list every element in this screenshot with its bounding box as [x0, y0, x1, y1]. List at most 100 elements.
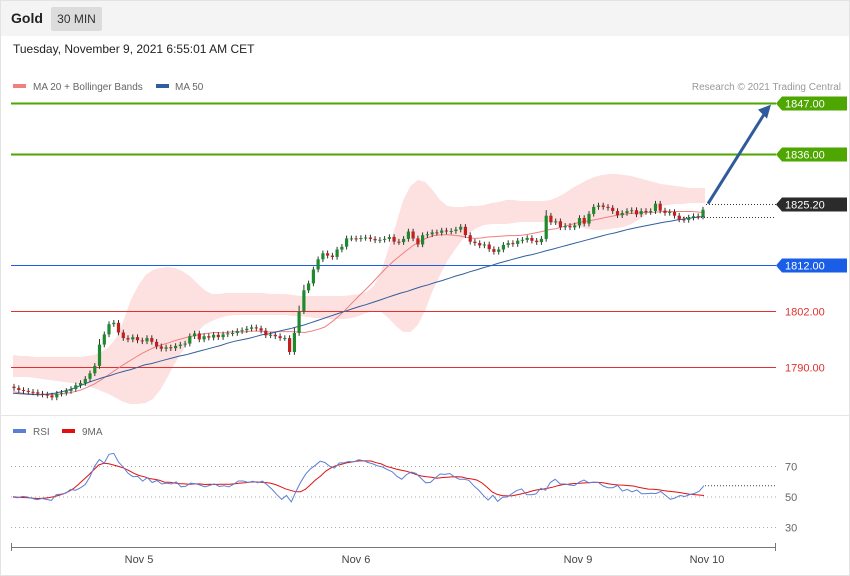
- candle-body: [112, 322, 116, 325]
- candle-body: [411, 231, 415, 239]
- level-label-1790.00: 1790.00: [785, 363, 825, 375]
- candle-body: [696, 216, 700, 218]
- candle-body: [511, 243, 515, 245]
- candle-body: [326, 253, 330, 256]
- candle-body: [449, 231, 453, 232]
- candle-body: [473, 241, 477, 244]
- candle-body: [121, 332, 125, 339]
- candle-body: [606, 206, 610, 208]
- candle-body: [259, 328, 263, 331]
- candle-body: [250, 327, 254, 329]
- last-price-tag: [776, 197, 847, 212]
- level-tag-1812.00: [776, 258, 847, 273]
- candle-body: [145, 338, 149, 342]
- legend-rsi-ma-swatch: [62, 429, 75, 433]
- candle-body: [107, 324, 111, 335]
- candle-body: [278, 336, 282, 339]
- candle-body: [97, 344, 102, 366]
- candle-body: [440, 230, 444, 233]
- candle-body: [520, 239, 524, 241]
- legend-ma20-swatch: [13, 84, 26, 88]
- level-tag-1836.00: [776, 147, 847, 162]
- candle-body: [74, 385, 78, 389]
- candle-body: [297, 311, 301, 333]
- candle-body: [21, 390, 26, 391]
- candle-body: [254, 327, 258, 329]
- candle-body: [78, 383, 83, 386]
- candle-body: [601, 205, 605, 207]
- candle-body: [197, 333, 201, 340]
- candle-body: [83, 378, 87, 384]
- timeframe-badge[interactable]: 30 MIN: [51, 7, 102, 31]
- level-label-1836.00: 1836.00: [785, 150, 825, 162]
- candle-body: [549, 215, 553, 223]
- candle-body: [444, 230, 448, 232]
- candle-body: [150, 338, 154, 342]
- candle-body: [615, 211, 620, 216]
- candle-body: [245, 328, 249, 331]
- candle-body: [345, 238, 349, 247]
- rsi-ma-line: [12, 460, 705, 500]
- candle-body: [169, 347, 173, 349]
- candle-body: [354, 238, 358, 240]
- last-price-label: 1825.20: [785, 200, 825, 212]
- candle-body: [668, 212, 672, 213]
- candle-body: [406, 231, 410, 239]
- forecast-arrow-head: [758, 104, 771, 119]
- candle-body: [402, 238, 406, 243]
- candle-body: [93, 365, 97, 374]
- candle-body: [634, 210, 639, 215]
- candle-body: [273, 334, 277, 337]
- candle-body: [630, 210, 634, 212]
- candle-body: [164, 347, 168, 349]
- candle-body: [207, 336, 211, 338]
- candles: [12, 200, 705, 401]
- candle-body: [302, 290, 306, 312]
- candle-body: [592, 206, 596, 214]
- candle-body: [649, 211, 653, 213]
- bollinger-bands: [13, 174, 705, 404]
- rsi-line: [12, 452, 705, 503]
- copyright: Research © 2021 Trading Central: [692, 82, 841, 93]
- candle-body: [544, 215, 548, 239]
- candle-body: [672, 212, 677, 216]
- candle-body: [397, 241, 401, 243]
- candle-body: [582, 218, 586, 224]
- candle-body: [644, 211, 648, 213]
- candle-body: [335, 249, 339, 257]
- rsi-level-label: 70: [785, 462, 797, 474]
- candle-body: [530, 238, 534, 241]
- legend-ma20-label: MA 20 + Bollinger Bands: [33, 82, 143, 93]
- rsi-panel: 70 50 30: [11, 452, 797, 535]
- candle-body: [359, 238, 363, 239]
- candle-body: [188, 336, 192, 344]
- candle-body: [69, 389, 73, 391]
- candle-body: [459, 226, 463, 230]
- candle-body: [611, 207, 615, 211]
- candle-body: [349, 238, 353, 240]
- x-tick-label: Nov 9: [564, 554, 593, 566]
- candle-body: [587, 213, 591, 224]
- candle-body: [264, 330, 268, 336]
- candle-body: [639, 211, 643, 215]
- candle-body: [126, 338, 130, 340]
- level-label-1847.00: 1847.00: [785, 99, 825, 111]
- candle-body: [677, 215, 681, 220]
- candle-body: [174, 345, 178, 349]
- candle-body: [178, 344, 182, 346]
- candle-body: [435, 232, 439, 234]
- candle-body: [193, 333, 197, 337]
- candle-body: [307, 283, 311, 291]
- candle-body: [568, 225, 572, 228]
- candle-body: [135, 337, 140, 341]
- candle-body: [425, 234, 429, 236]
- candle-body: [373, 238, 377, 241]
- candle-body: [691, 216, 696, 218]
- candle-body: [687, 217, 691, 220]
- candle-body: [577, 218, 582, 226]
- candle-body: [682, 219, 686, 221]
- candle-body: [596, 205, 601, 207]
- candle-body: [430, 232, 434, 235]
- candle-body: [516, 240, 520, 244]
